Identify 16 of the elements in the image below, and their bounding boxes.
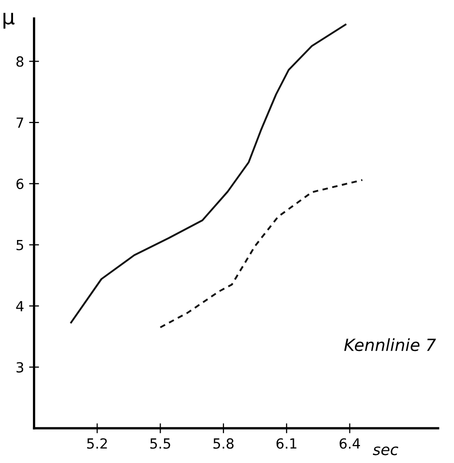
y-tick-label: 4: [16, 301, 24, 312]
y-tick-label: 8: [16, 56, 24, 67]
x-tick-label: 5.2: [87, 438, 107, 449]
x-tick-label: 5.8: [213, 438, 234, 449]
y-tick-label: 6: [16, 178, 24, 190]
line-series: [159, 179, 364, 328]
x-tick-label: 6.1: [276, 438, 296, 449]
line-series: [70, 24, 346, 324]
y-tick-label: 3: [16, 362, 24, 373]
y-tick-label: 7: [16, 118, 24, 128]
x-tick-label: 6.4: [340, 438, 360, 449]
x-axis-title: sec: [372, 446, 398, 456]
x-tick-label: 5.5: [150, 438, 170, 449]
y-tick-label: 5: [16, 240, 24, 250]
y-axis-title: μ: [3, 12, 14, 29]
annotation: Kennlinie 7: [344, 338, 436, 352]
